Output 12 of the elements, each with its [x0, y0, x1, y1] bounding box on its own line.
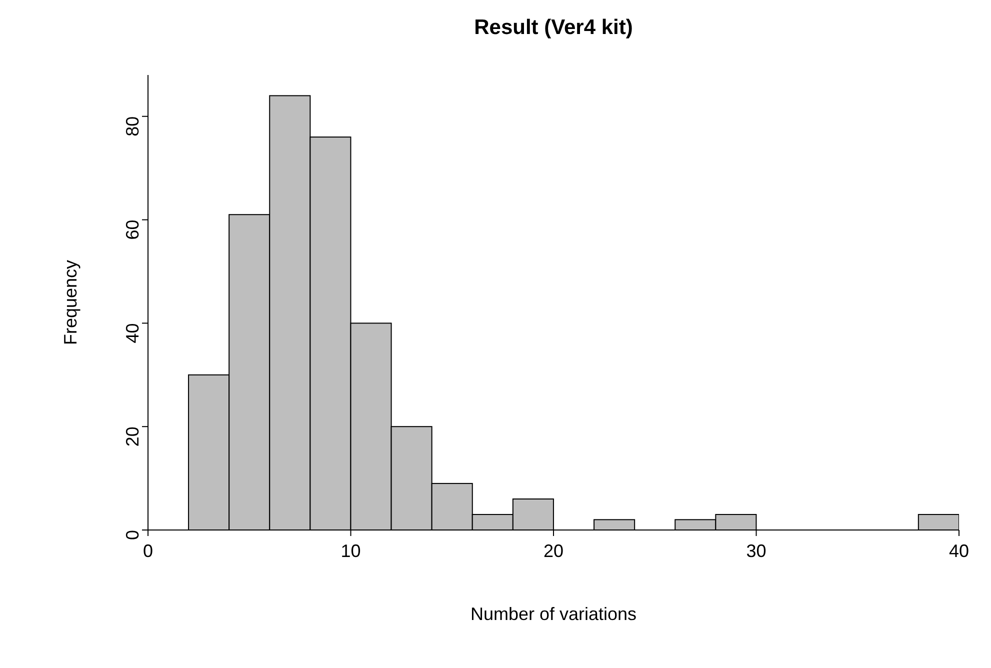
- x-tick-label: 40: [948, 540, 970, 561]
- chart-title: Result (Ver4 kit): [473, 16, 634, 40]
- y-tick-label: 20: [122, 426, 142, 447]
- y-axis-title: Frequency: [60, 260, 80, 346]
- y-tick-label: 80: [122, 116, 142, 136]
- y-tick-label: 60: [122, 220, 142, 240]
- x-tick-label: 10: [340, 540, 361, 561]
- y-tick-label: 0: [122, 530, 142, 540]
- x-tick-label: 30: [746, 540, 766, 561]
- x-tick-label: 20: [543, 540, 564, 561]
- y-tick-label: 40: [122, 323, 142, 344]
- x-axis-title: Number of variations: [470, 604, 637, 624]
